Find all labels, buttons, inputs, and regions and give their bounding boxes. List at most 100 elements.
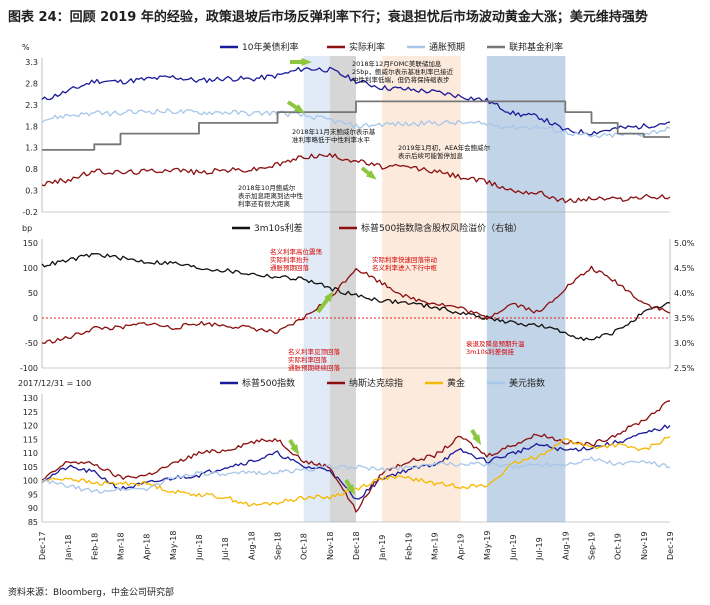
bottom-y-tick-label: 95 — [28, 490, 38, 499]
top-y-tick-label: 1.3 — [25, 144, 38, 153]
x-tick-label: Dec-19 — [666, 531, 675, 560]
bottom-y-tick-label: 110 — [23, 449, 38, 458]
chart-annotation: 通胀预期回落 — [270, 263, 310, 272]
middle-y-right-tick-label: 4.5% — [674, 264, 695, 273]
chart-annotation: 25bp，鲍威尔表示基准利率已接近 — [352, 67, 454, 76]
x-tick-label: Jul-19 — [535, 537, 544, 561]
chart-annotation: 利率还有很大距离 — [238, 199, 291, 208]
top-legend-label: 10年美债利率 — [242, 41, 298, 53]
x-tick-label: Feb-18 — [90, 533, 99, 560]
top-legend-label: 联邦基金利率 — [509, 41, 563, 53]
chart-annotation: 名义利率见顶回落 — [288, 347, 341, 356]
green-arrow-head — [290, 444, 300, 456]
x-tick-label: Nov-19 — [640, 532, 649, 560]
top-y-tick-label: 2.8 — [25, 79, 38, 88]
x-tick-label: Jan-18 — [64, 535, 73, 561]
chart-annotation: 3m10s利差倒挂 — [466, 347, 515, 356]
chart-annotation: 中性利率低端，但仍将保持缩表步 — [352, 75, 450, 84]
x-tick-label: Jan-19 — [378, 535, 387, 561]
middle-y-right-tick-label: 3.5% — [674, 314, 695, 323]
x-tick-label: Nov-18 — [326, 532, 335, 560]
middle-y-tick-label: 50 — [28, 289, 38, 298]
middle-series-0 — [41, 252, 671, 342]
middle-legend-label: 标普500指数隐含股权风险溢价（右轴） — [361, 222, 522, 234]
middle-legend-label: 3m10s利差 — [254, 222, 303, 234]
chart-annotation: 通胀预期继续回落 — [288, 363, 341, 372]
shaded-period-3 — [486, 56, 566, 522]
x-tick-label: Oct-19 — [614, 533, 623, 560]
x-tick-label: Dec-17 — [38, 531, 47, 560]
middle-y-right-tick-label: 2.5% — [674, 364, 695, 373]
chart-annotation: 2019年1月初，AEA年会鲍威尔 — [398, 143, 491, 152]
top-series-0 — [41, 66, 671, 136]
chart-annotation: 表示后续可能暂停加息 — [398, 151, 464, 160]
bottom-y-tick-label: 120 — [23, 422, 38, 431]
shaded-period-2 — [382, 56, 461, 522]
bottom-y-tick-label: 90 — [28, 504, 38, 513]
chart-annotation: 2018年11月末鲍威尔表示基 — [292, 127, 376, 136]
middle-y-tick-label: -50 — [25, 339, 38, 348]
chart-annotation: 表示加息距离到达中性 — [238, 191, 304, 200]
x-tick-label: Mar-18 — [117, 532, 126, 560]
chart-annotation: 准利率略低于中性利率水平 — [292, 135, 371, 144]
x-tick-label: May-18 — [169, 531, 178, 560]
middle-y-tick-label: -100 — [20, 364, 38, 373]
top-series-2 — [41, 108, 671, 139]
chart-annotation: 实际利率快速回落带动 — [372, 255, 438, 264]
bottom-y-axis-label: 2017/12/31 = 100 — [18, 379, 91, 388]
chart-annotation: 实际利率回落 — [288, 355, 328, 364]
bottom-y-tick-label: 130 — [23, 394, 38, 403]
top-y-axis-label: % — [22, 43, 30, 52]
top-y-tick-label: -0.2 — [22, 208, 38, 217]
x-tick-label: Jun-18 — [195, 534, 204, 561]
bottom-y-tick-label: 85 — [28, 518, 38, 527]
chart-annotation: 名义利率进入下行中枢 — [372, 263, 438, 272]
x-tick-label: Dec-18 — [352, 531, 361, 560]
middle-y-right-tick-label: 5.0% — [674, 239, 695, 248]
top-y-tick-label: 2.3 — [25, 101, 38, 110]
top-y-tick-label: 3.3 — [25, 58, 38, 67]
top-legend-label: 通胀预期 — [429, 42, 465, 53]
bottom-series-3 — [41, 456, 671, 494]
x-tick-label: Apr-19 — [457, 534, 466, 560]
x-tick-label: Apr-18 — [143, 534, 152, 560]
bottom-legend-label: 纳斯达克综指 — [349, 377, 403, 389]
green-arrow-head — [294, 104, 305, 114]
shaded-period-0 — [303, 56, 330, 522]
bottom-series-0 — [41, 424, 671, 500]
green-arrow-head — [346, 484, 356, 496]
top-series-1 — [41, 152, 671, 204]
green-arrow-head — [472, 434, 482, 446]
bottom-series-1 — [41, 400, 671, 513]
bottom-legend-label: 美元指数 — [509, 377, 545, 389]
chart-annotation: 实际利率抬升 — [270, 255, 310, 264]
green-arrow-head — [301, 57, 312, 67]
x-tick-label: Jun-19 — [509, 534, 518, 561]
x-tick-label: Feb-19 — [404, 533, 413, 560]
top-y-tick-label: 0.3 — [25, 187, 38, 196]
chart-annotation: 衰退及降息预期升温 — [466, 339, 525, 348]
middle-y-tick-label: 100 — [23, 264, 38, 273]
middle-y-right-tick-label: 4.0% — [674, 289, 695, 298]
bottom-y-tick-label: 105 — [23, 463, 38, 472]
chart-annotation: 名义利率高位震荡 — [270, 247, 323, 256]
top-series-3 — [42, 100, 670, 151]
top-legend-label: 实际利率 — [349, 41, 385, 53]
bottom-legend-label: 黄金 — [447, 377, 465, 389]
middle-y-right-tick-label: 3.0% — [674, 339, 695, 348]
middle-y-axis-label: bp — [22, 224, 32, 233]
bottom-y-tick-label: 100 — [23, 477, 38, 486]
x-tick-label: Aug-19 — [561, 531, 570, 560]
top-y-tick-label: 1.8 — [25, 122, 38, 131]
x-tick-label: Mar-19 — [431, 532, 440, 560]
bottom-series-2 — [41, 436, 671, 507]
x-tick-label: May-19 — [483, 531, 492, 560]
green-arrow-head — [366, 170, 377, 180]
x-tick-label: Aug-18 — [247, 531, 256, 560]
x-tick-label: Jul-18 — [221, 537, 230, 561]
x-tick-label: Sep-18 — [274, 532, 283, 560]
figure-source: 资料来源：Bloomberg，中金公司研究部 — [8, 588, 174, 598]
green-arrow-head — [324, 291, 334, 302]
x-tick-label: Oct-18 — [300, 533, 309, 560]
